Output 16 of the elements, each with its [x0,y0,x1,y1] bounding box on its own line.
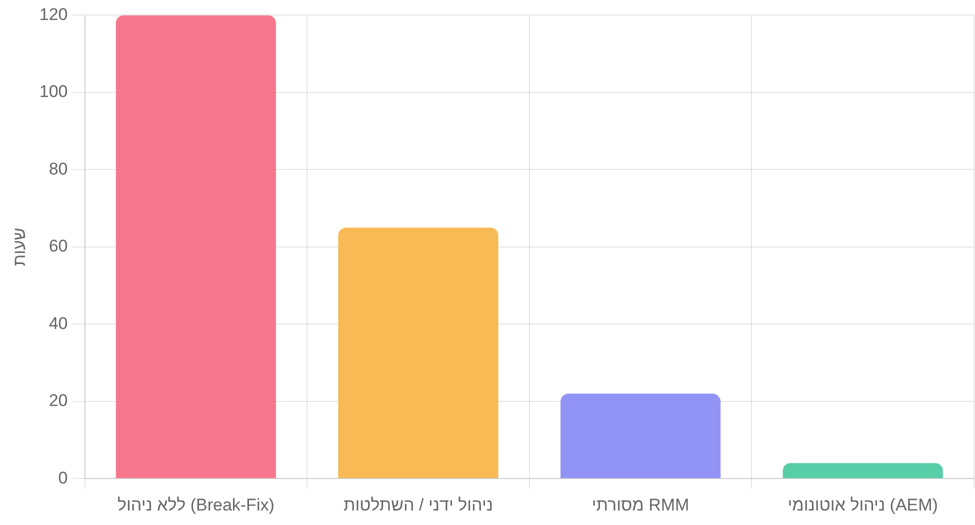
bar [782,463,943,478]
bar [338,228,498,478]
y-axis-title: שעות [10,228,29,266]
y-tick-label: 120 [39,4,68,24]
bar [560,394,721,478]
y-tick-label: 20 [48,391,68,410]
x-tick-label: ניהול אוטונומי (AEM) [788,495,938,514]
y-tick-label: 60 [48,236,68,256]
bar [116,15,276,478]
y-tick-label: 100 [39,82,68,102]
x-tick-label: מסורתי RMM [592,495,690,514]
x-tick-label: ניהול ידני / השתלטות [343,495,493,514]
x-tick-label: ללא ניהול (Break-Fix) [117,495,274,514]
y-tick-label: 80 [48,159,68,178]
y-tick-label: 0 [58,468,68,488]
y-tick-label: 40 [48,314,68,333]
